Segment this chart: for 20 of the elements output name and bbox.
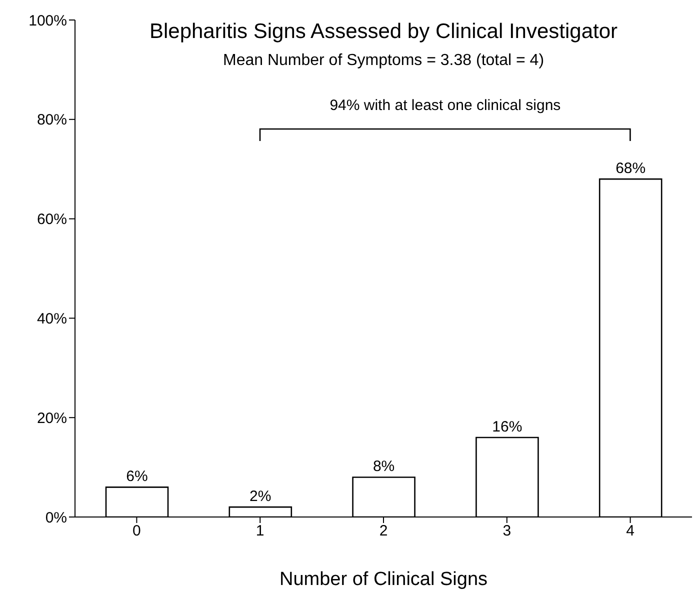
y-tick-label: 40% [36, 310, 67, 328]
x-tick-label: 0 [132, 522, 141, 540]
y-tick-label: 20% [36, 410, 67, 427]
data-label: 6% [126, 468, 148, 486]
data-label: 8% [372, 458, 395, 476]
data-label: 2% [250, 488, 272, 506]
y-tick-label: 60% [36, 211, 67, 228]
y-tick-label: 80% [36, 112, 67, 129]
data-label: 16% [492, 418, 522, 436]
text: Mean Number of Symptoms = 3.38 (total = 4) [222, 52, 546, 70]
x-tick-label: 2 [379, 522, 388, 540]
x-tick-label: 3 [502, 522, 512, 540]
x-axis-title: Number of Clinical Signs [279, 569, 488, 590]
data-label: 68% [616, 160, 646, 178]
chart-title: Blepharitis Signs Assessed by Clinical Investigator [148, 20, 619, 44]
x-tick-label: 1 [256, 522, 264, 540]
annotation: 94% with at least one clinical signs [328, 97, 562, 114]
x-tick-label: 4 [626, 522, 634, 540]
y-tick-label: 0% [45, 509, 67, 526]
y-tick-label: 100% [28, 12, 67, 30]
